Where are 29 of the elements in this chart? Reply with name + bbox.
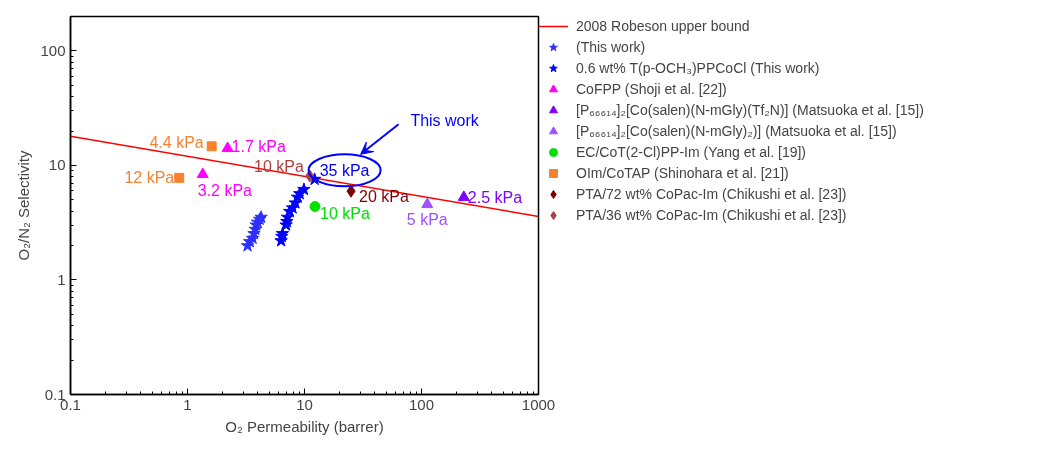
legend-label: PTA/36 wt% CoPac-Im (Chikushi et al. [23]): [576, 206, 847, 224]
annotation: 2.5 kPa: [467, 188, 523, 206]
annotation: 10 kPa: [320, 205, 370, 223]
x-tick-label: 100: [408, 395, 435, 413]
annotation: 4.4 kPa: [149, 133, 204, 151]
annotation: 5 kPa: [406, 211, 448, 229]
legend-label: 0.6 wt% T(p-OCH₃)PPCoCl (This work): [576, 59, 820, 77]
y-axis-title: O₂/N₂ Selectivity: [15, 150, 33, 261]
legend-label: [P₆₆₆₁₄]₂[Co(salen)(N-mGly)(Tf₂N)] (Matsuoka et al. [15]): [576, 101, 924, 119]
y-tick-label: 10: [48, 156, 66, 174]
legend-label: CoFPP (Shoji et al. [22]): [576, 80, 727, 98]
legend-label: EC/CoT(2-Cl)PP-Im (Yang et al. [19]): [576, 143, 807, 161]
annotation: 20 kPa: [359, 187, 409, 205]
y-tick-label: 1: [57, 270, 66, 288]
x-axis-title: O₂ Permeability (barrer): [225, 417, 384, 435]
annotation: 12 kPa: [124, 169, 175, 187]
annotation: 1.7 kPa: [231, 137, 286, 155]
x-tick-label: 1: [183, 395, 192, 413]
legend-label: [P₆₆₆₁₄]₂[Co(salen)(N-mGly)₂)] (Matsuoka et al. [15]): [576, 122, 897, 140]
x-tick-label: 10: [296, 395, 313, 413]
annotation: This work: [410, 111, 480, 129]
legend-label: (This work): [576, 38, 646, 56]
annotation: 35 kPa: [319, 161, 370, 179]
legend-label: PTA/72 wt% CoPac-Im (Chikushi et al. [23]): [576, 185, 847, 203]
x-tick-label: 1000: [521, 395, 556, 413]
legend-label: OIm/CoTAP (Shinohara et al. [21]): [576, 164, 789, 182]
legend-label: 2008 Robeson upper bound: [576, 17, 750, 35]
annotation: 3.2 kPa: [197, 182, 253, 200]
y-tick-label: 100: [40, 41, 66, 59]
